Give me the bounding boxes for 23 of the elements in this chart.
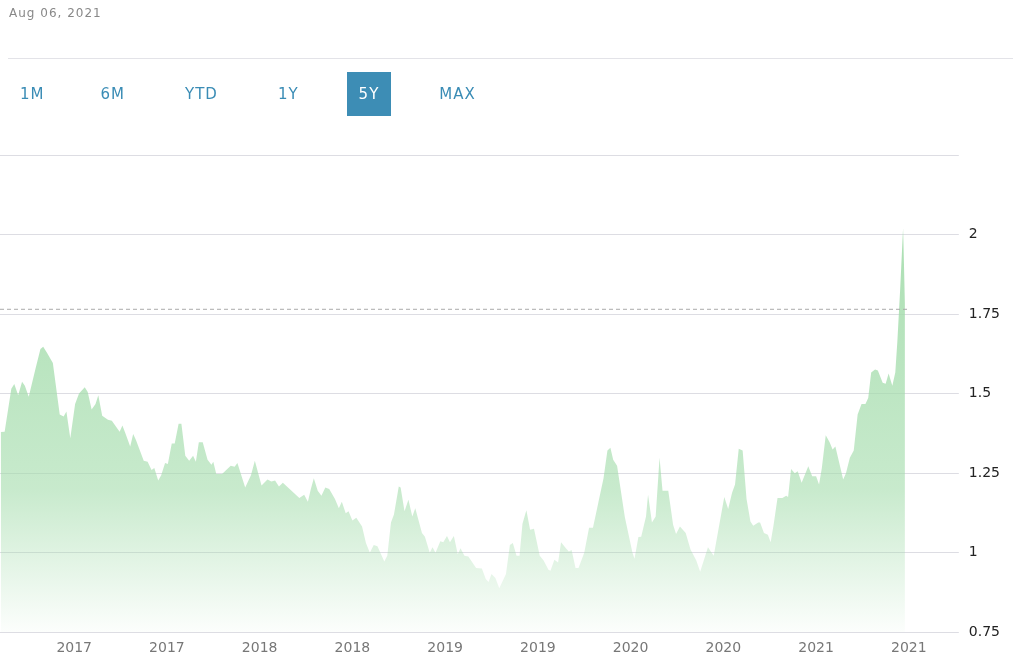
text: 1Y [276,84,300,105]
y-tick-label: 1.25 [968,463,1000,480]
x-tick-label: 2020 [612,639,649,656]
x-tick-label: 2019 [427,639,463,656]
y-tick-label: 1 [968,543,978,560]
x-tick-label: 2017 [56,639,93,656]
y-tick-label: 2 [968,225,978,242]
x-tick-label: 2021 [891,639,927,656]
chart-title: Aug 06, 2021 [9,6,102,20]
x-tick-label: 2018 [334,639,371,656]
y-tick-label: 1.5 [968,384,992,401]
text: 5Y [346,72,392,116]
x-tick-label: 2018 [241,639,278,656]
text: 6M [99,84,126,105]
y-tick-label: 0.75 [968,622,1000,639]
x-tick-label: 2020 [705,639,742,656]
text: YTD [184,84,219,105]
x-tick-label: 2021 [798,639,834,656]
x-tick-label: 2019 [520,639,556,656]
text: MAX [438,84,477,105]
text: 1M [19,84,46,105]
x-tick-label: 2017 [149,639,185,656]
y-tick-label: 1.75 [968,304,1000,321]
